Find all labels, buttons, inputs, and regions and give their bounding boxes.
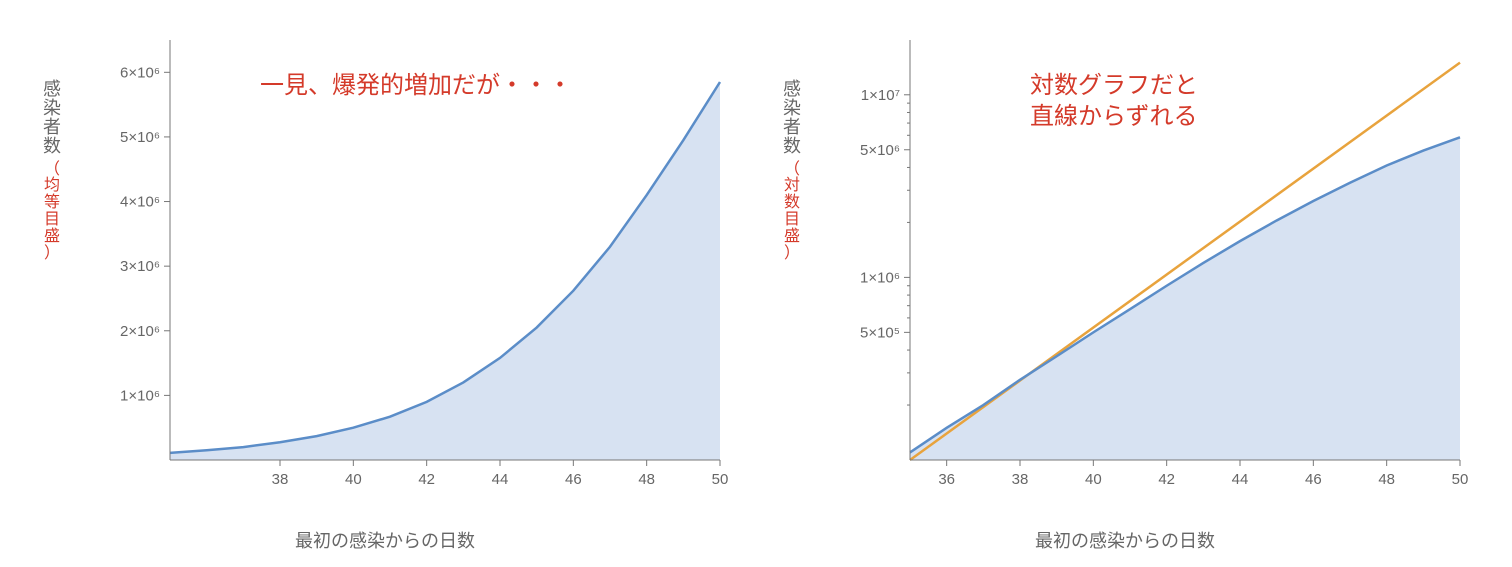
svg-text:1×10⁷: 1×10⁷ — [861, 87, 900, 104]
svg-text:48: 48 — [1378, 471, 1395, 488]
svg-text:2×10⁶: 2×10⁶ — [120, 323, 160, 340]
svg-text:46: 46 — [565, 471, 582, 488]
svg-text:40: 40 — [1085, 471, 1102, 488]
ylabel-sub: （均等目盛） — [40, 162, 64, 263]
svg-text:40: 40 — [345, 471, 362, 488]
left-panel: 感染者数 （均等目盛） 一見、爆発的増加だが・・・ 38404244464850… — [40, 20, 730, 547]
svg-text:1×10⁶: 1×10⁶ — [860, 269, 900, 286]
ylabel-sub: （対数目盛） — [780, 162, 804, 263]
svg-text:3×10⁶: 3×10⁶ — [120, 258, 160, 275]
left-linear-chart: 38 40 42 44 46 48 50 1×10⁶ 2×10⁶ 3×10⁶ 4×10⁶ 5×10⁶ 6… — [90, 20, 730, 520]
right-y-axis-label: 感染者数 （対数目盛） — [780, 80, 804, 262]
right-x-axis-label: 最初の感染からの日数 — [780, 527, 1470, 553]
ylabel-main: 感染者数 — [780, 80, 804, 156]
svg-text:42: 42 — [418, 471, 435, 488]
figure-wrapper: 感染者数 （均等目盛） 一見、爆発的増加だが・・・ 38404244464850… — [0, 0, 1512, 567]
svg-text:6×10⁶: 6×10⁶ — [120, 64, 160, 81]
svg-text:5×10⁶: 5×10⁶ — [120, 129, 160, 146]
svg-text:5×10⁶: 5×10⁶ — [860, 142, 900, 159]
svg-text:46: 46 — [1305, 471, 1322, 488]
svg-text:44: 44 — [492, 471, 509, 488]
svg-text:4×10⁶: 4×10⁶ — [120, 194, 160, 211]
svg-text:50: 50 — [1452, 471, 1469, 488]
right-panel: 感染者数 （対数目盛） 対数グラフだと 直線からずれる 363840424446… — [780, 20, 1470, 547]
left-y-axis-label: 感染者数 （均等目盛） — [40, 80, 64, 262]
svg-text:44: 44 — [1232, 471, 1249, 488]
svg-text:42: 42 — [1158, 471, 1175, 488]
svg-text:1×10⁶: 1×10⁶ — [120, 387, 160, 404]
right-log-chart: 36 38 40 42 44 46 48 50 5×10⁵ 1×10⁶ 5×10⁶ 1×10⁷ — [830, 20, 1470, 520]
svg-text:38: 38 — [272, 471, 289, 488]
svg-text:48: 48 — [638, 471, 655, 488]
left-x-axis-label: 最初の感染からの日数 — [40, 527, 730, 553]
svg-text:5×10⁵: 5×10⁵ — [860, 324, 900, 341]
svg-text:50: 50 — [712, 471, 729, 488]
ylabel-main: 感染者数 — [40, 80, 64, 156]
svg-text:36: 36 — [938, 471, 955, 488]
svg-text:38: 38 — [1012, 471, 1029, 488]
